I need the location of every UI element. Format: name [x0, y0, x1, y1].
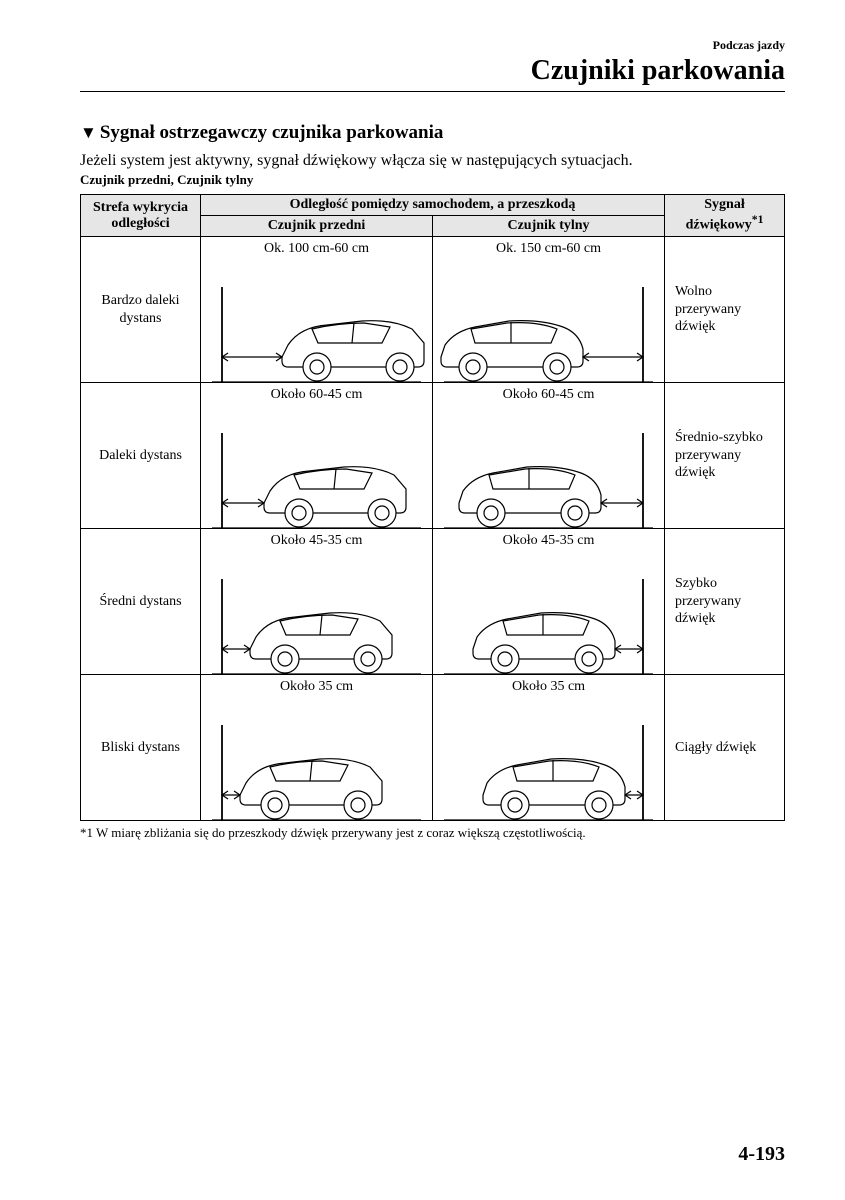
th-front: Czujnik przedni [201, 216, 433, 237]
rear-diagram-cell: Około 45-35 cm [433, 529, 665, 675]
page-header: Podczas jazdy Czujniki parkowania [80, 38, 785, 92]
zone-cell: Średni dystans [81, 529, 201, 675]
page-number: 4-193 [738, 1143, 785, 1166]
th-zone: Strefa wykrycia odległości [81, 195, 201, 237]
section-title: ▼Sygnał ostrzegawczy czujnika parkowania [80, 122, 785, 144]
diagram-front-svg [201, 257, 432, 402]
front-diagram-cell: Około 45-35 cm [201, 529, 433, 675]
diagram-rear-label: Ok. 150 cm-60 cm [433, 237, 664, 257]
diagram-rear-svg [433, 549, 664, 694]
diagram-front-label: Ok. 100 cm-60 cm [201, 237, 432, 257]
signal-cell: Ciągły dźwięk [665, 675, 785, 821]
section-intro: Jeżeli system jest aktywny, sygnał dźwię… [80, 152, 785, 170]
front-diagram-cell: Ok. 100 cm-60 cm [201, 237, 433, 383]
signal-cell: Szybko przerywany dźwięk [665, 529, 785, 675]
diagram-rear-label: Około 35 cm [433, 675, 664, 695]
th-distance: Odległość pomiędzy samochodem, a przeszk… [201, 195, 665, 216]
rear-diagram-cell: Około 60-45 cm [433, 383, 665, 529]
diagram-rear-svg [433, 257, 664, 402]
diagram-front-label: Około 45-35 cm [201, 529, 432, 549]
signal-cell: Średnio-szybko przerywany dźwięk [665, 383, 785, 529]
signal-cell: Wolno przerywany dźwięk [665, 237, 785, 383]
header-title: Czujniki parkowania [80, 55, 785, 87]
zone-cell: Daleki dystans [81, 383, 201, 529]
header-breadcrumb: Podczas jazdy [80, 38, 785, 53]
th-signal: Sygnał dźwiękowy*1 [665, 195, 785, 237]
diagram-front-svg [201, 403, 432, 548]
table-row: Bliski dystans Około 35 cm Około 35 cm [81, 675, 785, 821]
table-row: Bardzo daleki dystans Ok. 100 cm-60 cm O… [81, 237, 785, 383]
rear-diagram-cell: Około 35 cm [433, 675, 665, 821]
diagram-rear-svg [433, 695, 664, 840]
diagram-front-label: Około 60-45 cm [201, 383, 432, 403]
zone-cell: Bliski dystans [81, 675, 201, 821]
section-marker: ▼ [80, 123, 97, 142]
diagram-front-label: Około 35 cm [201, 675, 432, 695]
diagram-front-svg [201, 695, 432, 840]
section-subtitle: Czujnik przedni, Czujnik tylny [80, 172, 785, 188]
table-row: Średni dystans Około 45-35 cm Około 45-3… [81, 529, 785, 675]
sensor-table: Strefa wykrycia odległości Odległość pom… [80, 194, 785, 821]
rear-diagram-cell: Ok. 150 cm-60 cm [433, 237, 665, 383]
diagram-front-svg [201, 549, 432, 694]
section-title-text: Sygnał ostrzegawczy czujnika parkowania [100, 122, 444, 143]
front-diagram-cell: Około 60-45 cm [201, 383, 433, 529]
zone-cell: Bardzo daleki dystans [81, 237, 201, 383]
th-rear: Czujnik tylny [433, 216, 665, 237]
diagram-rear-label: Około 45-35 cm [433, 529, 664, 549]
diagram-rear-label: Około 60-45 cm [433, 383, 664, 403]
table-row: Daleki dystans Około 60-45 cm Około 60-4… [81, 383, 785, 529]
diagram-rear-svg [433, 403, 664, 548]
front-diagram-cell: Około 35 cm [201, 675, 433, 821]
